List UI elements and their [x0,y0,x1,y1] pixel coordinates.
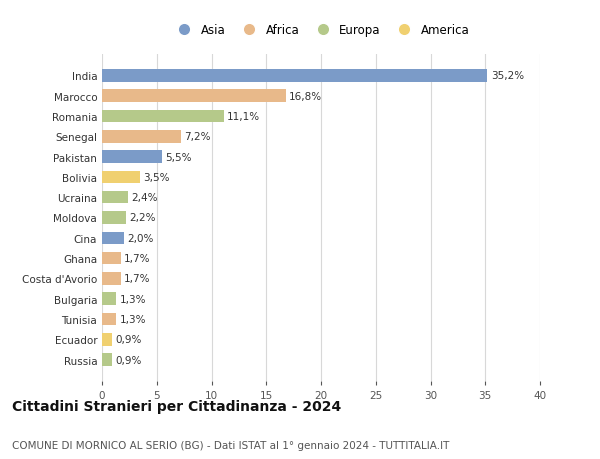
Text: 16,8%: 16,8% [289,91,322,101]
Text: 1,7%: 1,7% [124,253,151,263]
Text: 0,9%: 0,9% [115,335,142,345]
Text: 2,4%: 2,4% [131,193,158,203]
Text: Cittadini Stranieri per Cittadinanza - 2024: Cittadini Stranieri per Cittadinanza - 2… [12,399,341,413]
Text: 2,0%: 2,0% [127,233,154,243]
Bar [102,111,224,123]
Bar [102,90,286,103]
Bar [102,273,121,285]
Text: 7,2%: 7,2% [184,132,211,142]
Bar [102,252,121,265]
Bar [102,131,181,143]
Bar [102,333,112,346]
Text: 35,2%: 35,2% [491,71,524,81]
Text: 5,5%: 5,5% [166,152,192,162]
Bar [102,212,126,224]
Bar [102,353,112,366]
Text: 1,7%: 1,7% [124,274,151,284]
Text: 0,9%: 0,9% [115,355,142,365]
Text: 11,1%: 11,1% [227,112,260,122]
Bar [102,70,487,83]
Text: COMUNE DI MORNICO AL SERIO (BG) - Dati ISTAT al 1° gennaio 2024 - TUTTITALIA.IT: COMUNE DI MORNICO AL SERIO (BG) - Dati I… [12,440,449,450]
Bar [102,151,162,163]
Bar [102,232,124,245]
Bar [102,191,128,204]
Bar [102,171,140,184]
Legend: Asia, Africa, Europa, America: Asia, Africa, Europa, America [170,22,472,39]
Text: 3,5%: 3,5% [143,173,170,183]
Text: 1,3%: 1,3% [119,314,146,325]
Bar [102,293,116,305]
Bar [102,313,116,325]
Text: 2,2%: 2,2% [130,213,156,223]
Text: 1,3%: 1,3% [119,294,146,304]
